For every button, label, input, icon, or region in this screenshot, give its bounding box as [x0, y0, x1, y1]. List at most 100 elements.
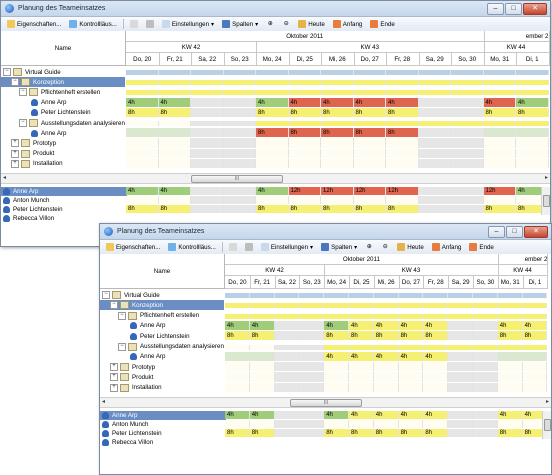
schedule-cell[interactable]	[223, 80, 256, 86]
schedule-cell[interactable]	[249, 344, 275, 350]
schedule-cell[interactable]	[373, 313, 399, 319]
schedule-cell[interactable]	[225, 303, 250, 309]
schedule-cell[interactable]	[191, 148, 224, 158]
day-header[interactable]: Mo, 31	[497, 276, 524, 289]
schedule-cell[interactable]	[473, 382, 498, 392]
settings-dropdown[interactable]: Einstellungen ▾	[159, 18, 217, 31]
schedule-cell[interactable]	[288, 80, 321, 86]
schedule-cell[interactable]	[126, 128, 159, 138]
schedule-cell[interactable]: 4h	[324, 351, 349, 362]
resource-cell[interactable]	[473, 420, 498, 428]
schedule-cell[interactable]	[451, 148, 484, 158]
schedule-cell[interactable]: 4h	[288, 97, 321, 107]
resource-cell[interactable]	[324, 420, 349, 428]
schedule-cell[interactable]: 4h	[158, 97, 191, 107]
schedule-cell[interactable]	[451, 158, 484, 168]
properties-button[interactable]: Eigenschaften...	[103, 241, 163, 254]
schedule-cell[interactable]	[324, 382, 349, 392]
day-header[interactable]: Di, 25	[349, 276, 375, 289]
resource-cell[interactable]: 4h	[256, 187, 289, 195]
schedule-cell[interactable]	[423, 313, 449, 319]
schedule-cell[interactable]	[451, 70, 484, 75]
schedule-cell[interactable]	[497, 362, 523, 372]
schedule-cell[interactable]	[299, 313, 325, 319]
day-header[interactable]: Mo, 31	[483, 53, 517, 66]
schedule-cell[interactable]	[483, 158, 516, 168]
schedule-cell[interactable]	[386, 80, 419, 86]
day-header[interactable]: Di, 25	[288, 53, 322, 66]
resource-cell[interactable]	[473, 429, 498, 437]
resource-cell[interactable]	[191, 205, 224, 213]
schedule-cell[interactable]: 8h	[353, 107, 386, 117]
schedule-cell[interactable]	[522, 293, 548, 298]
schedule-cell[interactable]: 4h	[249, 320, 275, 331]
scroll-thumb[interactable]: III	[290, 399, 362, 407]
schedule-cell[interactable]: 8h	[349, 331, 374, 341]
resource-row[interactable]: Anne Arp	[1, 187, 127, 196]
resource-cell[interactable]	[353, 196, 386, 204]
schedule-cell[interactable]	[353, 90, 386, 96]
schedule-cell[interactable]	[299, 362, 325, 372]
day-header[interactable]: Do, 27	[398, 276, 425, 289]
print-button[interactable]	[242, 241, 256, 254]
collapse-icon[interactable]: −	[102, 291, 110, 299]
schedule-cell[interactable]	[249, 362, 275, 372]
day-header[interactable]: Di, 1	[516, 53, 550, 66]
print-preview-button[interactable]	[226, 241, 240, 254]
resource-cell[interactable]: 8h	[423, 429, 449, 437]
schedule-cell[interactable]	[398, 372, 424, 382]
tree-row-label[interactable]: Anne Arp	[100, 352, 224, 362]
schedule-cell[interactable]	[386, 90, 419, 96]
resource-cell[interactable]: 8h	[288, 205, 321, 213]
schedule-cell[interactable]	[223, 97, 256, 107]
schedule-cell[interactable]	[353, 158, 386, 168]
schedule-cell[interactable]	[299, 293, 325, 298]
resource-cell[interactable]: 8h	[158, 205, 191, 213]
day-header[interactable]: Mi, 26	[373, 276, 400, 289]
schedule-cell[interactable]: 4h	[373, 320, 399, 331]
schedule-cell[interactable]	[451, 80, 484, 86]
collapse-icon[interactable]: −	[118, 342, 126, 351]
schedule-cell[interactable]	[516, 121, 549, 126]
day-header[interactable]: Do, 27	[353, 53, 387, 66]
schedule-cell[interactable]	[386, 158, 419, 168]
zoom-out-button[interactable]: ⊖	[378, 241, 392, 254]
collapse-icon[interactable]: −	[19, 119, 27, 127]
schedule-cell[interactable]	[249, 303, 275, 309]
day-header[interactable]: So, 23	[223, 53, 257, 66]
schedule-cell[interactable]	[516, 128, 549, 138]
schedule-cell[interactable]	[516, 138, 549, 148]
resource-cell[interactable]	[191, 187, 224, 195]
tree-row-label[interactable]: + Installation	[1, 159, 125, 169]
vertical-scrollbar[interactable]	[541, 187, 550, 215]
day-header[interactable]: Mi, 26	[321, 53, 355, 66]
resource-cell[interactable]	[473, 411, 498, 419]
schedule-cell[interactable]	[473, 344, 498, 350]
schedule-cell[interactable]	[288, 90, 321, 96]
resource-cell[interactable]	[249, 420, 275, 428]
schedule-cell[interactable]	[256, 138, 289, 148]
schedule-cell[interactable]: 8h	[516, 107, 549, 117]
resource-cell[interactable]: 8h	[497, 429, 523, 437]
schedule-cell[interactable]	[223, 107, 256, 117]
schedule-cell[interactable]	[191, 128, 224, 138]
schedule-cell[interactable]	[418, 148, 451, 158]
control-button[interactable]: Kontrollläus...	[66, 18, 120, 31]
tree-row-label[interactable]: + Prototyp	[100, 362, 224, 372]
scroll-left-icon[interactable]: ◂	[3, 175, 7, 181]
schedule-cell[interactable]	[483, 121, 516, 126]
resource-cell[interactable]: 8h	[386, 205, 419, 213]
collapse-icon[interactable]: −	[110, 301, 118, 310]
schedule-cell[interactable]	[353, 121, 386, 126]
resource-cell[interactable]	[349, 420, 374, 428]
schedule-cell[interactable]: 8h	[126, 107, 159, 117]
schedule-cell[interactable]	[225, 382, 250, 392]
schedule-cell[interactable]	[373, 293, 399, 298]
schedule-cell[interactable]	[448, 382, 473, 392]
tree-row-label[interactable]: + Installation	[100, 383, 224, 393]
schedule-cell[interactable]	[483, 90, 516, 96]
today-button[interactable]: Heute	[394, 241, 427, 254]
maximize-button[interactable]: □	[505, 3, 522, 15]
schedule-cell[interactable]	[349, 382, 374, 392]
schedule-cell[interactable]	[225, 362, 250, 372]
